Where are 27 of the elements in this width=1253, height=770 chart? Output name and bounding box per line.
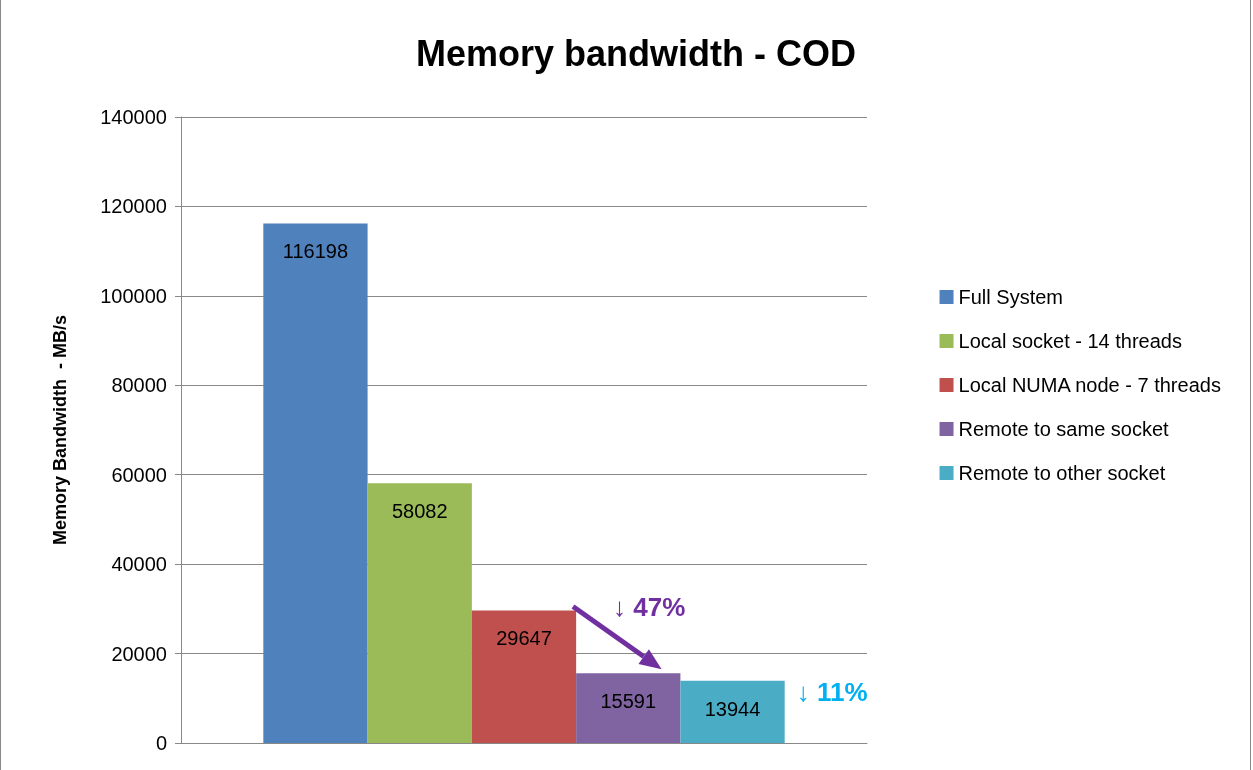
bar [680, 680, 785, 743]
y-tick-label: 60000 [111, 463, 167, 486]
bar [471, 610, 577, 743]
data-label: 29647 [496, 627, 552, 650]
y-tick-label: 100000 [100, 284, 167, 307]
annotation: ↓ 47% [613, 592, 686, 623]
y-tick-label: 20000 [111, 642, 167, 665]
y-tick-label: 120000 [100, 195, 167, 218]
y-tick-label: 40000 [111, 553, 167, 576]
bar [367, 483, 472, 743]
legend-label: Remote to other socket [958, 462, 1166, 484]
data-label: 13944 [704, 697, 761, 720]
legend-label: Full System [958, 286, 1063, 308]
legend-label: Local NUMA node - 7 threads [958, 374, 1221, 396]
legend-label: Remote to same socket [958, 418, 1170, 440]
chart-title: Memory bandwidth - COD [416, 32, 856, 74]
bar [263, 223, 368, 743]
y-tick-label: 0 [155, 732, 167, 754]
y-axis-title: Memory Bandwidth - MB/s [50, 314, 70, 546]
data-label: 15591 [600, 690, 657, 713]
y-tick-label: 140000 [100, 106, 167, 128]
annotation: ↓ 11% [796, 676, 868, 707]
legend-label: Local socket - 14 threads [958, 330, 1182, 352]
y-tick-label: 80000 [111, 374, 167, 397]
data-label: 58082 [391, 500, 448, 523]
bar [576, 673, 681, 743]
data-label: 116198 [282, 240, 349, 263]
